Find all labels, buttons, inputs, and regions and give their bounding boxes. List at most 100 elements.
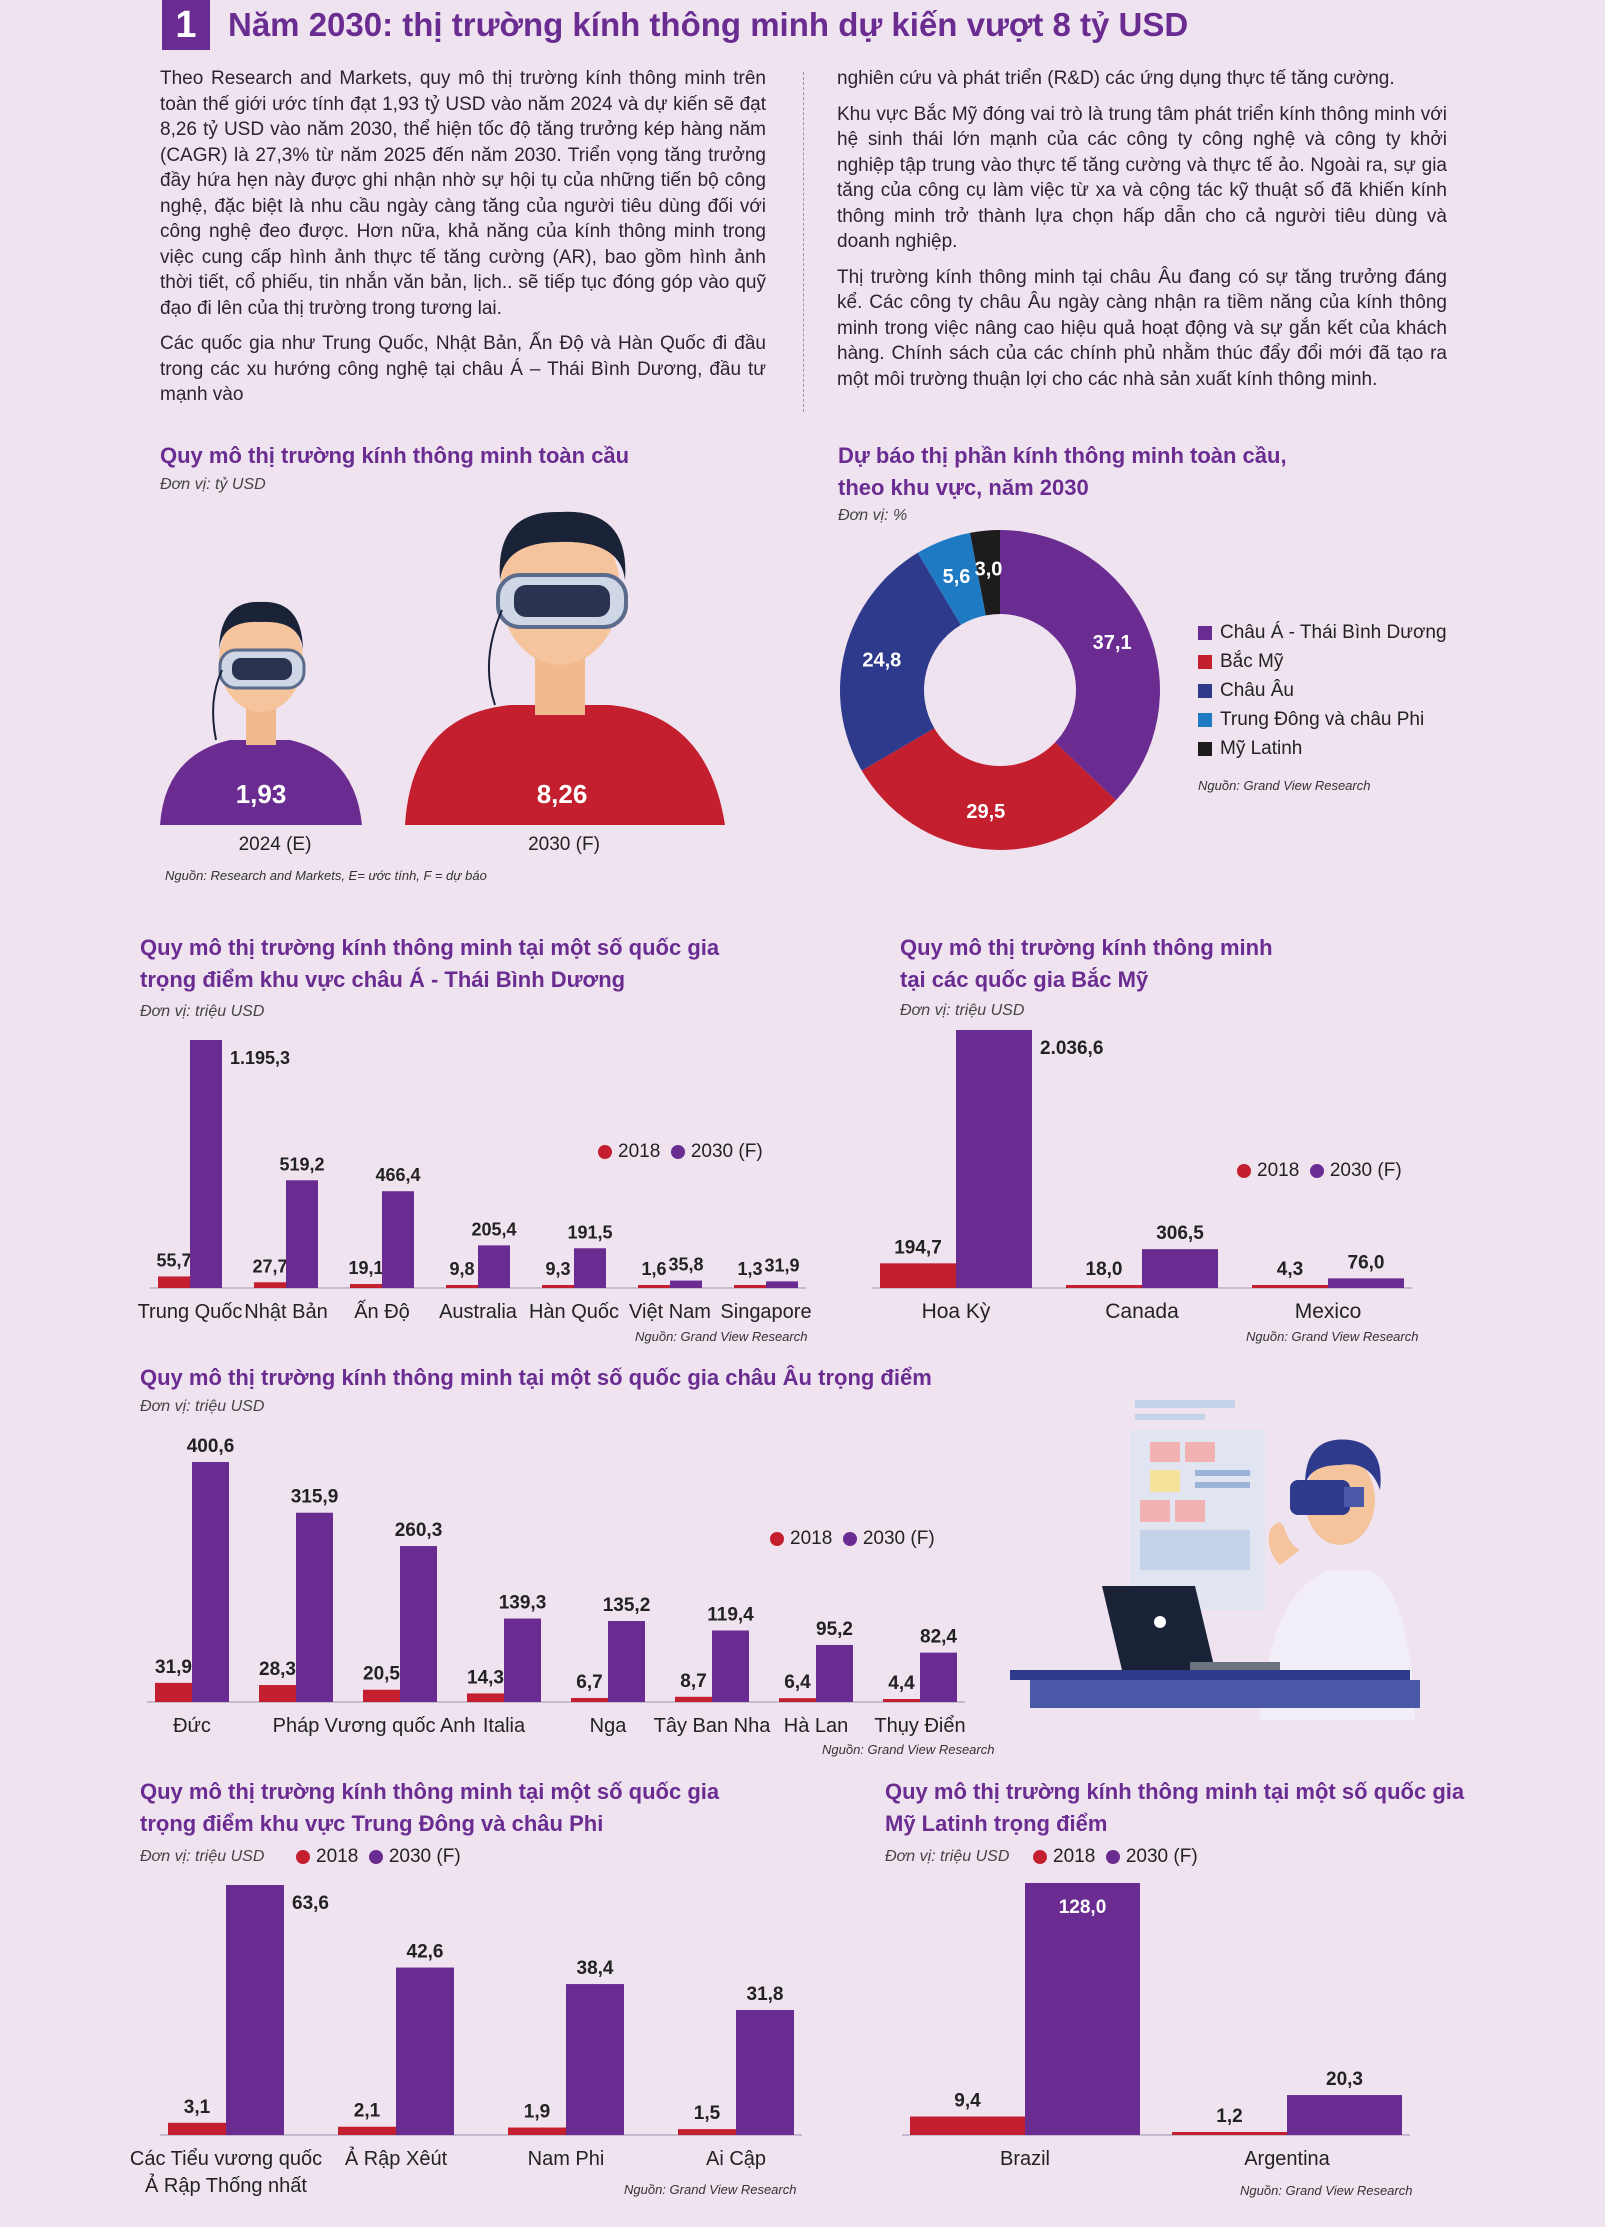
data-label: 9,3 bbox=[545, 1259, 570, 1279]
donut-slice bbox=[970, 530, 1000, 616]
chart-title-global: Quy mô thị trường kính thông minh toàn c… bbox=[160, 443, 630, 468]
europe-bar-chart: 31,9 400,6 Đức 28,3 315,9 Pháp 20,5 260,3 Vương … bbox=[147, 1436, 966, 1737]
chart-title-line: trọng điểm khu vực châu Á - Thái Bình Dư… bbox=[140, 967, 626, 992]
data-label: 19,1 bbox=[348, 1258, 383, 1278]
legend-swatch bbox=[1198, 683, 1212, 698]
bar-2030 bbox=[1025, 1883, 1140, 2135]
data-label: 4,3 bbox=[1277, 1259, 1303, 1280]
data-label: 31,9 bbox=[155, 1657, 192, 1678]
bar-2018 bbox=[259, 1685, 296, 1702]
legend-2018-label: 2018 bbox=[790, 1528, 833, 1549]
bar-2030 bbox=[190, 1040, 222, 1288]
chart-unit-share: Đơn vị: % bbox=[838, 507, 908, 524]
bar-2018 bbox=[678, 2129, 736, 2135]
data-label: 9,8 bbox=[449, 1259, 474, 1279]
article-paragraph: Các quốc gia như Trung Quốc, Nhật Bản, Ấ… bbox=[160, 333, 766, 405]
data-label: 1,6 bbox=[641, 1259, 666, 1279]
data-label: 6,7 bbox=[576, 1672, 602, 1693]
chart-source-apac: Nguồn: Grand View Research bbox=[635, 1329, 808, 1344]
column-divider bbox=[803, 72, 804, 412]
chart-title-eu: Quy mô thị trường kính thông minh tại mộ… bbox=[140, 1365, 932, 1390]
bar-2018 bbox=[779, 1698, 816, 1702]
bar-2030 bbox=[920, 1652, 957, 1702]
data-label: 191,5 bbox=[567, 1222, 612, 1242]
chart-title-apac: Quy mô thị trường kính thông minh tại mộ… bbox=[140, 932, 719, 996]
legend-apac: 2018 2030 (F) bbox=[598, 1141, 763, 1163]
chart-unit-na: Đơn vị: triệu USD bbox=[900, 1002, 1025, 1019]
donut-slice bbox=[840, 552, 961, 771]
data-label: 20,5 bbox=[363, 1664, 400, 1685]
article-left-column: Theo Research and Markets, quy mô thị tr… bbox=[160, 66, 766, 418]
legend-eu: 2018 2030 (F) bbox=[770, 1528, 935, 1550]
data-label: 205,4 bbox=[471, 1219, 516, 1239]
data-label: 119,4 bbox=[707, 1604, 754, 1625]
data-label: 2.036,6 bbox=[1040, 1038, 1103, 1059]
bar-2018 bbox=[675, 1696, 712, 1702]
bar-2018 bbox=[880, 1263, 956, 1288]
data-label: 95,2 bbox=[816, 1619, 853, 1640]
legend-label: Trung Đông và châu Phi bbox=[1220, 709, 1425, 730]
chart-source-latam: Nguồn: Grand View Research bbox=[1240, 2183, 1413, 2198]
chart-source-eu: Nguồn: Grand View Research bbox=[822, 1742, 995, 1757]
data-label: 194,7 bbox=[894, 1237, 942, 1258]
data-label: 31,9 bbox=[764, 1255, 799, 1275]
donut-slice-label: 37,1 bbox=[1093, 632, 1132, 654]
data-label: 139,3 bbox=[499, 1593, 547, 1614]
chart-title-line: Mỹ Latinh trọng điểm bbox=[885, 1811, 1108, 1836]
donut-slice-label: 24,8 bbox=[862, 650, 901, 672]
data-label: 128,0 bbox=[1059, 1897, 1107, 1918]
bar-2030 bbox=[192, 1462, 229, 1702]
legend-label: Châu Âu bbox=[1220, 680, 1294, 701]
category-label-2024: 2024 (E) bbox=[239, 834, 312, 855]
category-label: Nga bbox=[590, 1715, 628, 1737]
bar-2018 bbox=[910, 2116, 1025, 2135]
donut-legend-item: Bắc Mỹ bbox=[1198, 651, 1447, 680]
chart-title-line: Dự báo thị phần kính thông minh toàn cầu… bbox=[838, 443, 1287, 468]
latin-america-bar-chart: 9,4 128,0 Brazil 1,2 20,3 Argentina bbox=[902, 1883, 1410, 2170]
category-label: Ả Rập Xêút bbox=[345, 2147, 448, 2170]
category-label: Brazil bbox=[1000, 2148, 1050, 2170]
bar-2018 bbox=[158, 1276, 190, 1288]
legend-2018-swatch bbox=[296, 1849, 310, 1864]
legend-2030-label: 2030 (F) bbox=[690, 1141, 763, 1162]
category-label: Trung Quốc bbox=[138, 1301, 243, 1323]
bar-2018 bbox=[542, 1285, 574, 1288]
bar-2018 bbox=[571, 1697, 608, 1702]
data-label: 135,2 bbox=[603, 1595, 651, 1616]
article-paragraph: Thị trường kính thông minh tại châu Âu đ… bbox=[837, 266, 1447, 390]
data-label: 27,7 bbox=[252, 1256, 287, 1276]
legend-2018-swatch bbox=[1033, 1849, 1047, 1864]
category-label: Các Tiểu vương quốc bbox=[130, 2148, 322, 2170]
donut-slice bbox=[861, 728, 1116, 850]
legend-2030-label: 2030 (F) bbox=[1329, 1160, 1402, 1181]
chart-title-line: trọng điểm khu vực Trung Đông và châu Ph… bbox=[140, 1811, 604, 1836]
data-label: 76,0 bbox=[1348, 1252, 1385, 1273]
chart-title-share: Dự báo thị phần kính thông minh toàn cầu… bbox=[838, 440, 1287, 504]
data-label: 18,0 bbox=[1086, 1259, 1123, 1280]
vr-person-illustration bbox=[1010, 1400, 1420, 1720]
bar-2018 bbox=[338, 2126, 396, 2135]
chart-title-mea: Quy mô thị trường kính thông minh tại mộ… bbox=[140, 1776, 719, 1840]
bar-2030 bbox=[478, 1245, 510, 1288]
bar-2024-shirt bbox=[160, 740, 362, 825]
data-label: 306,5 bbox=[1156, 1223, 1204, 1244]
bar-2018 bbox=[883, 1699, 920, 1702]
chart-source-mea: Nguồn: Grand View Research bbox=[624, 2182, 797, 2197]
data-label: 519,2 bbox=[279, 1154, 324, 1174]
legend-mea: 2018 2030 (F) bbox=[296, 1846, 461, 1868]
donut-slice bbox=[1000, 530, 1160, 801]
category-label-2030: 2030 (F) bbox=[528, 834, 600, 855]
legend-swatch bbox=[1198, 712, 1212, 727]
data-label: 42,6 bbox=[407, 1942, 444, 1963]
chart-title-line: theo khu vực, năm 2030 bbox=[838, 475, 1089, 500]
chart-source-global: Nguồn: Research and Markets, E= ước tính… bbox=[165, 868, 487, 883]
legend-label: Bắc Mỹ bbox=[1220, 651, 1284, 672]
donut-legend-item: Châu Âu bbox=[1198, 680, 1447, 709]
bar-2030-shirt bbox=[405, 705, 725, 825]
donut-slice bbox=[917, 532, 986, 625]
data-label: 315,9 bbox=[291, 1487, 339, 1508]
bar-2030 bbox=[574, 1248, 606, 1288]
category-label: Mexico bbox=[1295, 1300, 1362, 1323]
article-paragraph: Khu vực Bắc Mỹ đóng vai trò là trung tâm… bbox=[837, 103, 1447, 253]
data-label: 55,7 bbox=[156, 1250, 191, 1270]
